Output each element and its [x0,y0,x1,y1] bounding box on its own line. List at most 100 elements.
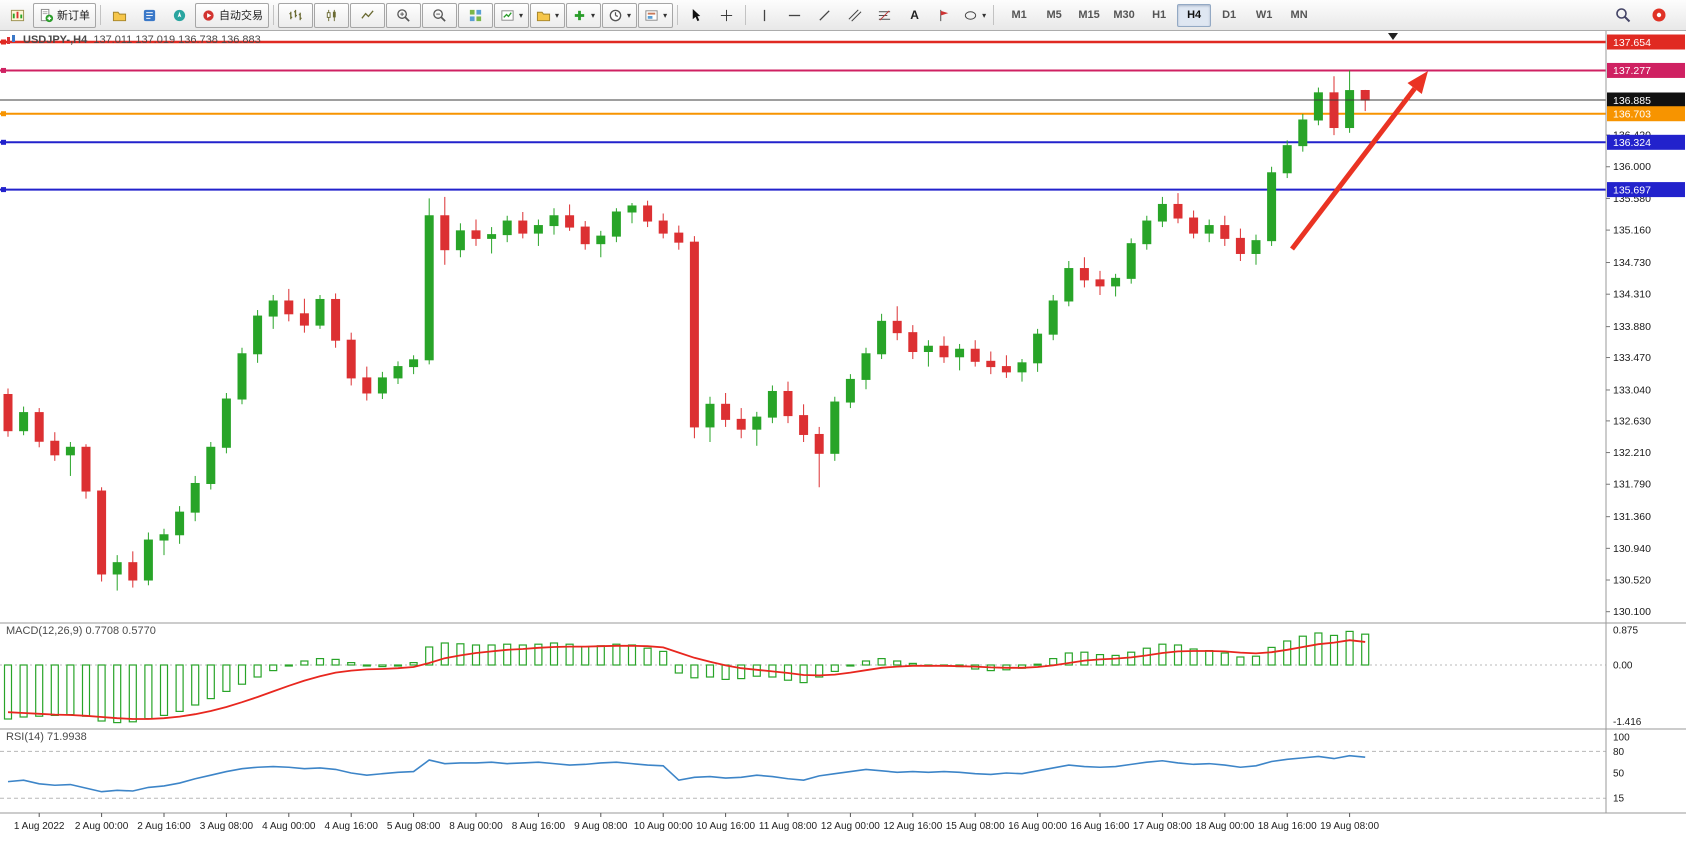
auto-trading-icon [203,9,214,21]
line-chart-icon [361,9,374,19]
dropdown-caret-icon: ▾ [627,10,632,20]
svg-text:12 Aug 16:00: 12 Aug 16:00 [883,821,942,832]
trendline-icon [819,9,830,21]
channel-tool-button[interactable] [840,3,869,28]
top-triangle-marker[interactable] [1388,33,1398,40]
svg-text:10 Aug 16:00: 10 Aug 16:00 [696,821,755,832]
svg-text:0.875: 0.875 [1613,626,1638,637]
timeframe-h4[interactable]: H4 [1177,3,1212,27]
label-tool-button[interactable] [930,3,959,28]
svg-text:131.360: 131.360 [1613,511,1651,523]
candles [3,70,1370,591]
toolbar-separator [745,5,747,25]
dropdown-caret-icon: ▾ [519,10,524,20]
svg-text:100: 100 [1613,733,1630,744]
toolbar-separator [993,5,995,25]
svg-text:1 Aug 2022: 1 Aug 2022 [14,821,65,832]
new-order-button[interactable]: 新订单 [33,2,96,28]
zoom-out-icon [433,8,446,22]
svg-text:50: 50 [1613,769,1625,780]
cursor-button[interactable] [682,3,711,28]
templates-icon [645,9,658,21]
timeframe-m15[interactable]: M15 [1078,9,1100,21]
vertical-line-tool-button[interactable] [750,3,779,28]
crosshair-icon [720,9,733,21]
new-chart-dropdown-button[interactable]: ▾ [494,2,530,28]
search-button[interactable] [1608,3,1637,28]
horizontal-line-tool-button[interactable] [780,3,809,28]
main-toolbar: 新订单 自动交易 ▾ ▾ ▾ ▾ [0,0,1686,31]
rsi-line [7,754,1366,793]
svg-text:15: 15 [1613,794,1625,805]
svg-text:133.470: 133.470 [1613,352,1651,364]
text-tool-button[interactable]: A [900,3,929,28]
timeframe-m1[interactable]: M1 [1011,9,1027,21]
tile-windows-button[interactable] [458,2,493,28]
svg-text:18 Aug 16:00: 18 Aug 16:00 [1258,821,1317,832]
zoom-out-button[interactable] [422,2,457,28]
price-chart[interactable]: 136.420136.000135.580135.160134.730134.3… [0,31,1686,843]
svg-text:132.630: 132.630 [1613,415,1651,427]
new-chart-icon [501,9,514,21]
svg-text:8 Aug 00:00: 8 Aug 00:00 [449,821,503,832]
macd-signal-line [7,639,1366,720]
indicators-plus-icon [574,10,585,20]
tile-windows-icon [469,9,482,21]
timeframe-w1[interactable]: W1 [1255,9,1273,21]
svg-text:8 Aug 16:00: 8 Aug 16:00 [512,821,566,832]
timeframe-toolbar: M1 M5 M15 M30 H1 H4 D1 W1 MN [1002,3,1316,27]
timeframe-m30[interactable]: M30 [1113,9,1135,21]
svg-text:2 Aug 16:00: 2 Aug 16:00 [137,821,191,832]
svg-text:12 Aug 00:00: 12 Aug 00:00 [821,821,880,832]
svg-text:15 Aug 08:00: 15 Aug 08:00 [946,821,1005,832]
svg-text:135.160: 135.160 [1613,225,1651,237]
timeframe-d1[interactable]: D1 [1222,9,1237,21]
new-order-label: 新订单 [57,10,90,22]
svg-text:137.277: 137.277 [1613,65,1651,77]
trendline-tool-button[interactable] [810,3,839,28]
crosshair-button[interactable] [712,3,741,28]
bar-chart-icon [289,9,302,20]
bar-chart-button[interactable] [278,2,313,28]
svg-text:134.310: 134.310 [1613,289,1651,301]
notification-badge-button[interactable] [1644,3,1673,28]
indicators-dropdown-button[interactable]: ▾ [566,2,602,28]
zoom-in-button[interactable] [386,2,421,28]
svg-text:0.00: 0.00 [1613,661,1633,672]
chart-window-button[interactable] [3,3,32,28]
trend-arrow-annotation[interactable] [1290,71,1428,251]
market-watch-icon [143,9,156,21]
line-chart-button[interactable] [350,2,385,28]
horizontal-line-icon [788,14,801,16]
svg-text:17 Aug 08:00: 17 Aug 08:00 [1133,821,1192,832]
candlestick-chart-button[interactable] [314,2,349,28]
zoom-in-icon [397,8,410,22]
dropdown-caret-icon: ▾ [663,10,668,20]
market-watch-button[interactable] [135,3,164,28]
profiles-button[interactable] [105,3,134,28]
toolbar-separator [100,5,101,25]
chart-area[interactable]: USDJPY-,H4 137.011 137.019 136.738 136.8… [0,31,1686,843]
fibonacci-icon [878,9,891,21]
dropdown-caret-icon: ▾ [591,10,596,20]
templates-dropdown-button[interactable]: ▾ [638,2,674,28]
new-order-icon [40,8,54,22]
rsi-panel [0,750,1606,799]
timeframe-h1[interactable]: H1 [1152,9,1167,21]
shapes-dropdown-button[interactable]: ▾ [960,3,989,28]
svg-text:133.880: 133.880 [1613,321,1651,333]
text-tool-label: A [910,8,919,22]
auto-trading-button[interactable]: 自动交易 [195,2,269,28]
profiles-folder-icon [536,11,551,21]
svg-text:4 Aug 00:00: 4 Aug 00:00 [262,821,316,832]
timeframe-mn[interactable]: MN [1290,9,1308,21]
toolbar-separator [273,5,274,25]
profiles-dropdown-button[interactable]: ▾ [530,2,566,28]
periods-dropdown-button[interactable]: ▾ [602,2,638,28]
navigator-button[interactable] [165,3,194,28]
timeframe-m5[interactable]: M5 [1046,9,1062,21]
fibonacci-tool-button[interactable] [870,3,899,28]
svg-text:136.885: 136.885 [1613,95,1651,107]
cursor-icon [692,8,701,21]
svg-text:80: 80 [1613,747,1625,758]
